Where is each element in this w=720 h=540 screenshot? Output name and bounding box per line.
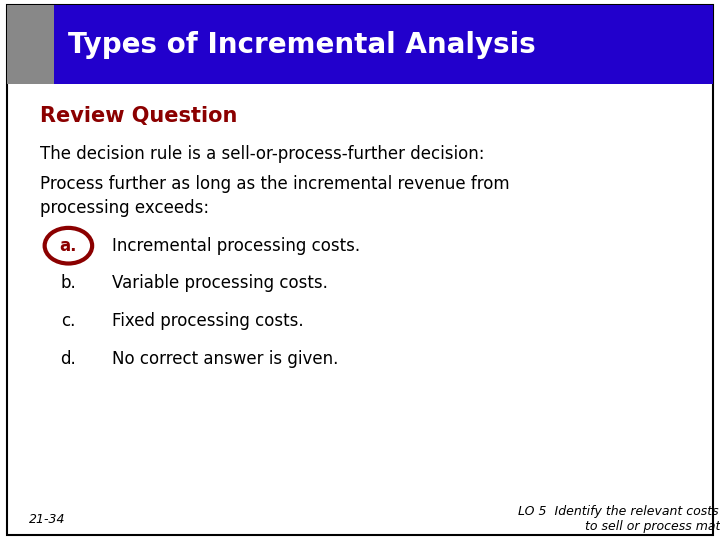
Text: Fixed processing costs.: Fixed processing costs. bbox=[112, 312, 303, 330]
Text: The decision rule is a sell-or-process-further decision:: The decision rule is a sell-or-process-f… bbox=[40, 145, 484, 163]
Text: Incremental processing costs.: Incremental processing costs. bbox=[112, 237, 360, 255]
Text: c.: c. bbox=[61, 312, 76, 330]
Text: Variable processing costs.: Variable processing costs. bbox=[112, 274, 328, 293]
Text: d.: d. bbox=[60, 350, 76, 368]
Text: b.: b. bbox=[60, 274, 76, 293]
Text: processing exceeds:: processing exceeds: bbox=[40, 199, 209, 217]
Text: Review Question: Review Question bbox=[40, 106, 237, 126]
Text: No correct answer is given.: No correct answer is given. bbox=[112, 350, 338, 368]
FancyBboxPatch shape bbox=[7, 5, 54, 84]
Text: Process further as long as the incremental revenue from: Process further as long as the increment… bbox=[40, 174, 509, 193]
Text: LO 5  Identify the relevant costs in determining whether
to sell or process mate: LO 5 Identify the relevant costs in dete… bbox=[518, 505, 720, 534]
Text: a.: a. bbox=[60, 237, 77, 255]
Text: Types of Incremental Analysis: Types of Incremental Analysis bbox=[68, 31, 536, 58]
FancyBboxPatch shape bbox=[7, 5, 713, 84]
FancyBboxPatch shape bbox=[7, 5, 713, 535]
Text: 21-34: 21-34 bbox=[29, 513, 66, 526]
